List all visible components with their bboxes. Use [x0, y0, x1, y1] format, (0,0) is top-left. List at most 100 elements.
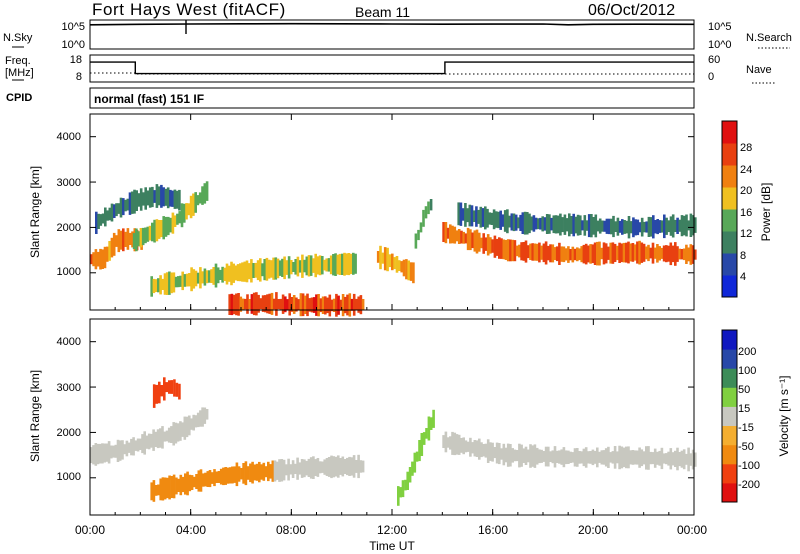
power-cell	[632, 217, 635, 238]
velocity-cell	[506, 443, 510, 467]
power-cell	[239, 263, 242, 282]
power-cell	[198, 192, 202, 204]
velocity-cell	[589, 451, 592, 464]
velocity-cell	[316, 458, 320, 477]
velocity-cell	[251, 461, 254, 484]
power-cell	[212, 267, 215, 285]
power-cell	[414, 233, 418, 249]
velocity-cell	[215, 471, 218, 483]
power-cell	[308, 298, 311, 312]
velocity-cell	[222, 467, 225, 486]
power-cell	[106, 246, 109, 262]
power-cell	[642, 243, 646, 262]
power-cell	[151, 222, 154, 242]
velocity-cell	[143, 431, 146, 455]
velocity-cell	[116, 439, 120, 462]
power-cell	[409, 262, 413, 281]
power-cell	[652, 215, 655, 239]
power-cell	[547, 245, 550, 261]
velocity-cell	[177, 478, 180, 492]
power-cell	[230, 261, 233, 286]
velocity-cell	[475, 440, 479, 457]
power-cell	[135, 228, 138, 252]
velocity-cell	[294, 463, 297, 474]
power-cell	[442, 222, 445, 242]
power-cell	[167, 216, 170, 236]
power-cell	[521, 212, 525, 234]
power-cell	[336, 254, 340, 275]
velocity-cell	[152, 384, 156, 408]
power-colorbar-tick-16: 16	[740, 207, 752, 219]
power-cell	[620, 243, 624, 263]
power-cell	[297, 299, 300, 311]
velocity-cell	[195, 474, 198, 489]
power-cell	[559, 213, 562, 236]
power-cell	[252, 263, 255, 278]
velocity-cell	[491, 442, 494, 462]
power-cell	[352, 293, 356, 316]
power-ylabel: Slant Range [km]	[28, 166, 42, 258]
power-cell	[171, 190, 174, 207]
velocity-ytick-1000: 1000	[57, 471, 81, 483]
velocity-cell	[642, 451, 646, 465]
power-cell	[407, 260, 410, 281]
power-cell	[119, 197, 123, 218]
power-cell	[656, 219, 659, 235]
velocity-cell	[522, 448, 526, 463]
velocity-cell	[493, 447, 497, 459]
velocity-cell	[125, 440, 129, 457]
power-cell	[623, 220, 626, 234]
power-colorbar-tick-4: 4	[740, 271, 746, 283]
power-cell	[199, 267, 202, 289]
noise-left-tick-bottom: 10^0	[61, 39, 85, 51]
power-cell	[383, 247, 387, 271]
power-cell	[155, 184, 159, 208]
power-cell	[645, 221, 648, 233]
power-cell	[604, 243, 608, 264]
velocity-cell	[520, 444, 523, 467]
power-cell	[527, 245, 530, 259]
velocity-cell	[411, 461, 414, 476]
power-cell	[290, 297, 294, 312]
power-colorbar-segment	[722, 275, 737, 298]
velocity-cell	[669, 448, 673, 470]
power-cell	[556, 215, 560, 234]
power-cell	[157, 278, 160, 293]
power-cell	[482, 233, 485, 254]
power-cell	[493, 235, 497, 258]
velocity-cell	[193, 476, 196, 488]
noise-right-tick-top: 10^5	[708, 21, 732, 33]
velocity-cell	[540, 449, 543, 463]
velocity-cell	[190, 418, 193, 430]
power-cell	[653, 247, 657, 259]
power-cell	[142, 192, 145, 206]
power-cell	[180, 203, 184, 228]
power-cell	[321, 256, 324, 275]
power-cell	[504, 240, 508, 260]
power-cell	[99, 214, 103, 226]
power-cell	[558, 242, 561, 265]
power-cell	[621, 219, 624, 235]
power-cell	[255, 292, 258, 316]
power-cell	[473, 230, 477, 252]
power-cell	[579, 215, 582, 236]
power-cell	[647, 244, 650, 262]
velocity-cell	[332, 456, 335, 478]
power-cell	[422, 209, 425, 227]
velocity-cell	[167, 427, 171, 443]
power-cell	[144, 227, 147, 244]
velocity-cell	[179, 474, 183, 496]
noise-right-label: N.Search	[746, 32, 792, 44]
velocity-cell	[150, 482, 153, 501]
power-cell	[551, 244, 555, 263]
power-cell	[379, 245, 382, 270]
power-cell	[680, 249, 684, 260]
power-cell	[192, 269, 196, 289]
power-cell	[593, 242, 597, 265]
power-cell	[310, 297, 314, 313]
nave-label: Nave	[746, 64, 772, 76]
velocity-cell	[653, 448, 657, 468]
power-cell	[548, 214, 551, 234]
velocity-cell	[96, 443, 100, 465]
